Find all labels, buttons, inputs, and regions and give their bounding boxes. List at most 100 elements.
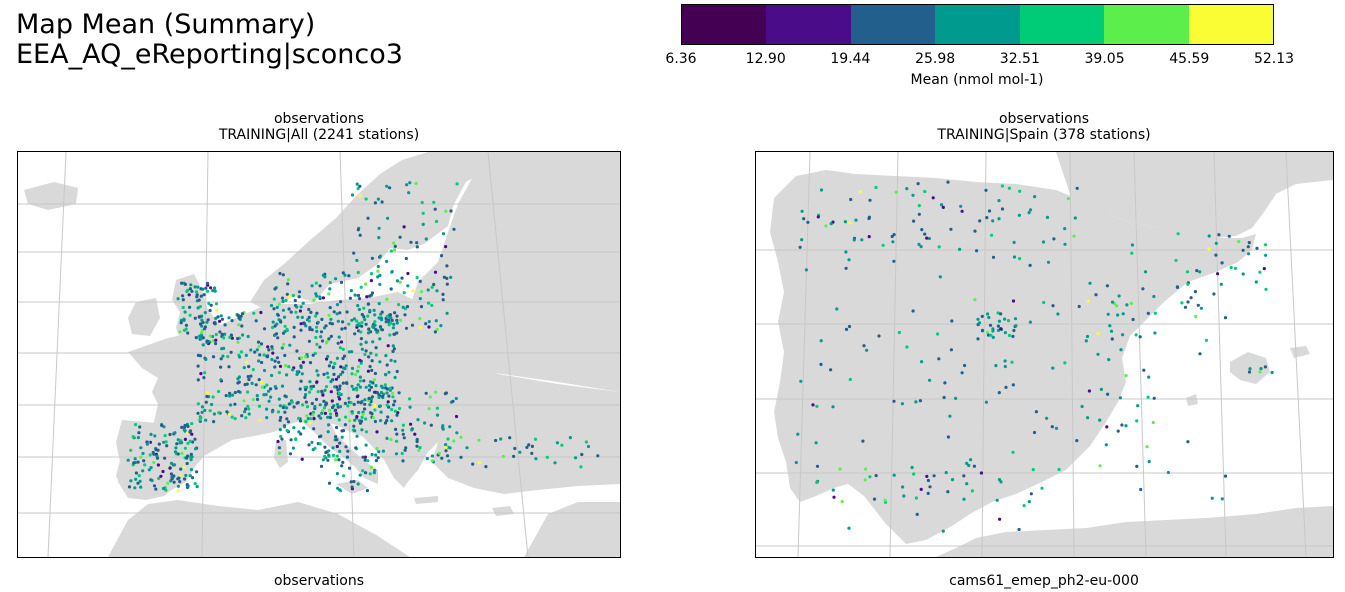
station-marker — [1174, 258, 1178, 262]
station-marker — [368, 472, 372, 476]
station-marker — [358, 385, 362, 389]
station-marker — [363, 458, 367, 462]
station-marker — [902, 494, 906, 498]
station-marker — [337, 418, 341, 422]
station-marker — [918, 399, 922, 403]
station-marker — [217, 411, 221, 415]
station-marker — [401, 428, 405, 432]
station-marker — [318, 442, 322, 446]
station-marker — [427, 325, 431, 329]
station-marker — [533, 437, 538, 441]
station-marker — [427, 320, 431, 324]
station-marker — [1263, 243, 1268, 247]
station-marker — [193, 437, 197, 441]
station-marker — [385, 184, 389, 188]
station-marker — [284, 298, 288, 303]
station-marker — [289, 310, 293, 314]
colorbar-tick-label: 6.36 — [665, 51, 697, 67]
station-marker — [213, 321, 217, 325]
station-marker — [1086, 416, 1090, 420]
station-marker — [201, 343, 205, 347]
panel-spain-title-line-2: TRAINING|Spain (378 stations) — [937, 127, 1151, 143]
station-marker — [314, 281, 318, 285]
station-marker — [193, 285, 197, 289]
station-marker — [356, 270, 360, 275]
map-europe[interactable] — [17, 151, 621, 558]
station-marker — [395, 279, 399, 283]
station-marker — [1051, 304, 1055, 308]
station-marker — [271, 325, 275, 330]
colorbar-tick-label: 52.13 — [1253, 51, 1295, 67]
station-marker — [419, 290, 424, 294]
station-marker — [299, 379, 303, 383]
station-marker — [262, 327, 267, 331]
station-marker — [919, 487, 923, 491]
station-marker — [355, 388, 359, 392]
station-marker — [923, 189, 927, 194]
station-marker — [371, 416, 375, 420]
station-marker — [349, 480, 353, 484]
station-marker — [189, 468, 194, 472]
station-marker — [1057, 467, 1061, 472]
station-marker — [355, 258, 359, 262]
station-marker — [370, 395, 374, 399]
station-marker — [395, 413, 399, 417]
station-marker — [347, 350, 351, 354]
station-marker — [283, 410, 287, 414]
station-marker — [996, 328, 1001, 332]
station-marker — [304, 420, 308, 424]
station-marker — [281, 273, 285, 277]
station-marker — [370, 359, 374, 363]
station-marker — [359, 419, 364, 423]
station-marker — [172, 480, 176, 484]
station-marker — [311, 448, 315, 452]
station-marker — [369, 272, 374, 276]
station-marker — [185, 431, 190, 435]
station-marker — [409, 240, 413, 244]
station-marker — [246, 334, 250, 339]
station-marker — [349, 289, 353, 293]
station-marker — [416, 418, 420, 422]
station-marker — [965, 461, 969, 465]
map-spain[interactable] — [755, 151, 1334, 558]
station-marker — [1003, 331, 1007, 335]
station-marker — [214, 332, 218, 337]
station-marker — [292, 335, 296, 339]
station-marker — [1166, 470, 1170, 475]
station-marker — [975, 249, 979, 253]
station-marker — [173, 450, 178, 454]
station-marker — [917, 204, 921, 208]
station-marker — [388, 313, 393, 317]
station-marker — [997, 199, 1001, 203]
station-marker — [193, 482, 197, 486]
station-marker — [286, 420, 291, 424]
station-marker — [330, 322, 335, 326]
station-marker — [347, 274, 351, 278]
station-marker — [452, 227, 456, 231]
station-marker — [1212, 292, 1216, 296]
station-marker — [914, 400, 918, 404]
station-marker — [215, 308, 219, 312]
station-marker — [378, 273, 382, 277]
station-marker — [415, 444, 419, 448]
station-marker — [221, 354, 225, 358]
station-marker — [350, 318, 354, 322]
station-marker — [379, 410, 383, 414]
station-marker — [958, 247, 962, 251]
station-marker — [365, 295, 369, 299]
station-marker — [370, 256, 374, 260]
station-marker — [230, 393, 235, 397]
station-marker — [395, 318, 399, 322]
station-marker — [970, 489, 974, 493]
station-marker — [395, 314, 399, 318]
station-marker — [233, 417, 237, 421]
station-marker — [449, 209, 453, 213]
station-marker — [269, 387, 273, 391]
station-marker — [423, 421, 427, 425]
station-marker — [385, 436, 389, 440]
station-marker — [186, 331, 190, 335]
panel-europe-title: observations TRAINING|All (2241 stations… — [219, 111, 419, 143]
station-marker — [892, 233, 896, 237]
station-marker — [333, 385, 337, 389]
station-marker — [1033, 195, 1037, 199]
